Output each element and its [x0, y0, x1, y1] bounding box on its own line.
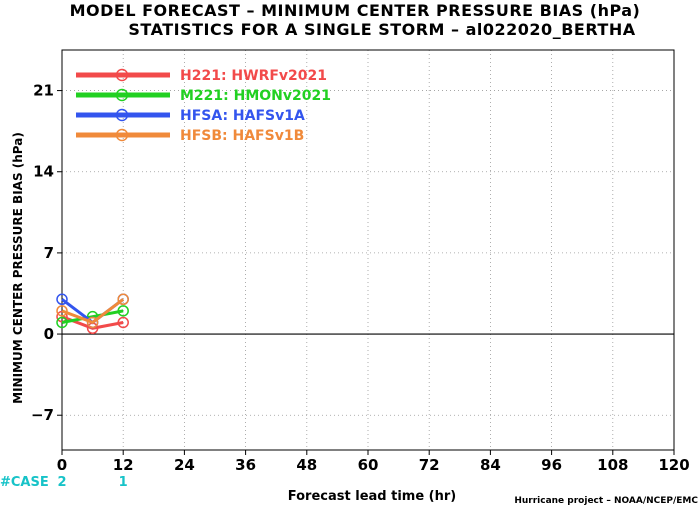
x-axis-ticks: 0 12 24 36 48 60 72 84 96 108 120	[57, 450, 690, 474]
series-hafsb	[56, 293, 129, 329]
legend-entry: HFSA: HAFSv1A	[76, 108, 305, 124]
legend-entry: H221: HWRFv2021	[76, 68, 327, 84]
y-tick-label: 7	[44, 244, 54, 262]
data-point	[56, 305, 68, 317]
data-point	[117, 293, 129, 306]
y-axis-label: MINIMUM CENTER PRESSURE BIAS (hPa)	[11, 132, 25, 404]
x-tick-label: 72	[419, 456, 440, 474]
legend-entry: HFSB: HAFSv1B	[76, 128, 304, 144]
grid	[62, 50, 674, 450]
series-line	[61, 309, 124, 324]
x-tick-label: 60	[358, 456, 379, 474]
x-tick-label: 84	[480, 456, 501, 474]
series-line	[61, 298, 125, 325]
legend-label: H221: HWRFv2021	[180, 68, 327, 84]
legend: H221: HWRFv2021 M221: HMONv2021 HFSA: HAFS…	[76, 68, 331, 144]
case-counts: #CASE 2 1	[0, 475, 128, 490]
credit-text: Hurricane project – NOAA/NCEP/EMC	[514, 496, 698, 506]
series-hmon	[56, 305, 129, 329]
chart-title: MODEL FORECAST – MINIMUM CENTER PRESSURE…	[70, 1, 641, 20]
x-tick-label: 12	[113, 456, 134, 474]
legend-marker	[115, 68, 129, 82]
x-tick-label: 96	[541, 456, 562, 474]
x-tick-label: 108	[597, 456, 628, 474]
case-count: 1	[119, 475, 128, 490]
y-tick-label: −7	[31, 406, 54, 424]
legend-marker	[115, 88, 129, 102]
legend-label: M221: HMONv2021	[180, 88, 331, 104]
data-point	[56, 293, 68, 306]
chart-subtitle: STATISTICS FOR A SINGLE STORM – al022020…	[128, 20, 635, 39]
case-count: 2	[57, 475, 66, 490]
legend-label: HFSA: HAFSv1A	[180, 108, 305, 124]
legend-entry: M221: HMONv2021	[76, 88, 331, 104]
x-axis-label: Forecast lead time (hr)	[288, 489, 456, 504]
legend-label: HFSB: HAFSv1B	[180, 128, 304, 144]
series-layer	[56, 293, 129, 335]
x-tick-label: 36	[235, 456, 256, 474]
x-tick-label: 120	[658, 456, 689, 474]
legend-marker	[115, 108, 129, 122]
case-label: #CASE	[0, 475, 49, 490]
data-point	[86, 316, 99, 329]
x-tick-label: 0	[57, 456, 67, 474]
data-point	[56, 316, 68, 329]
legend-marker	[115, 128, 129, 142]
x-tick-label: 48	[296, 456, 317, 474]
y-tick-label: 14	[33, 163, 54, 181]
y-tick-label: 0	[44, 325, 54, 343]
y-axis-ticks: −7 0 7 14 21	[31, 82, 62, 424]
data-point	[117, 305, 129, 317]
data-point	[117, 316, 129, 329]
y-tick-label: 21	[33, 82, 54, 100]
x-tick-label: 24	[174, 456, 195, 474]
